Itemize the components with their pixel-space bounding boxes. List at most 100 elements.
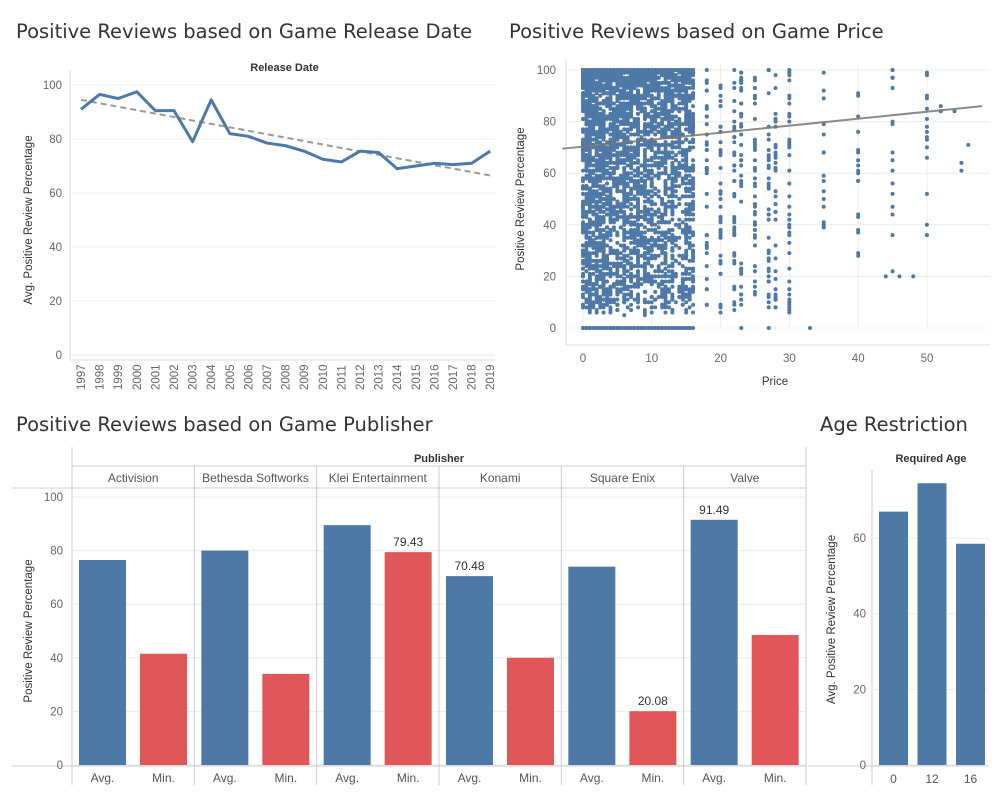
scatter-point[interactable]	[584, 166, 589, 171]
scatter-point[interactable]	[687, 122, 692, 127]
scatter-point[interactable]	[642, 101, 647, 106]
scatter-point[interactable]	[584, 158, 589, 163]
scatter-point[interactable]	[625, 297, 630, 302]
scatter-point[interactable]	[605, 181, 610, 186]
scatter-point[interactable]	[653, 202, 658, 207]
scatter-point[interactable]	[581, 191, 585, 196]
scatter-point[interactable]	[687, 240, 692, 245]
scatter-point[interactable]	[660, 305, 665, 310]
scatter-point[interactable]	[653, 305, 658, 310]
scatter-point[interactable]	[629, 256, 634, 261]
scatter-point[interactable]	[656, 80, 661, 85]
scatter-point[interactable]	[667, 305, 671, 310]
scatter-point[interactable]	[673, 145, 678, 150]
scatter-point[interactable]	[684, 326, 689, 330]
scatter-point[interactable]	[591, 184, 596, 189]
scatter-point[interactable]	[653, 256, 658, 261]
scatter-point[interactable]	[581, 109, 585, 114]
scatter-point[interactable]	[598, 217, 603, 222]
scatter-point[interactable]	[667, 124, 671, 129]
scatter-point[interactable]	[691, 217, 696, 222]
scatter-point[interactable]	[625, 235, 630, 240]
scatter-point[interactable]	[667, 279, 671, 284]
age-bar[interactable]	[917, 483, 947, 765]
scatter-point[interactable]	[622, 127, 627, 132]
scatter-point[interactable]	[584, 93, 589, 98]
scatter-point[interactable]	[632, 222, 637, 227]
scatter-point[interactable]	[601, 109, 606, 114]
scatter-point[interactable]	[680, 140, 685, 145]
scatter-point[interactable]	[646, 207, 651, 212]
scatter-point[interactable]	[673, 189, 678, 194]
scatter-point[interactable]	[680, 158, 685, 163]
scatter-point[interactable]	[667, 194, 671, 199]
scatter-point[interactable]	[625, 246, 630, 251]
scatter-point[interactable]	[673, 194, 678, 199]
scatter-point[interactable]	[632, 160, 637, 165]
scatter-point[interactable]	[656, 238, 661, 243]
scatter-point[interactable]	[611, 204, 616, 209]
scatter-point[interactable]	[680, 106, 685, 111]
scatter-point[interactable]	[656, 142, 661, 147]
scatter-point[interactable]	[667, 289, 671, 294]
scatter-point[interactable]	[632, 186, 637, 191]
scatter-point[interactable]	[618, 279, 623, 284]
scatter-point[interactable]	[587, 96, 592, 101]
scatter-point[interactable]	[680, 166, 685, 171]
scatter-point[interactable]	[591, 158, 596, 163]
scatter-point[interactable]	[673, 222, 678, 227]
scatter-point[interactable]	[646, 300, 651, 305]
scatter-point[interactable]	[656, 215, 661, 220]
scatter-point[interactable]	[653, 173, 658, 178]
age-bar[interactable]	[879, 511, 908, 765]
scatter-point[interactable]	[687, 258, 692, 263]
scatter-point[interactable]	[656, 253, 661, 258]
scatter-point[interactable]	[691, 326, 696, 330]
scatter-point[interactable]	[611, 271, 616, 276]
scatter-point[interactable]	[667, 186, 671, 191]
scatter-point[interactable]	[680, 264, 685, 269]
scatter-point[interactable]	[639, 176, 644, 181]
scatter-point[interactable]	[660, 160, 665, 165]
scatter-point[interactable]	[632, 251, 637, 256]
scatter-point[interactable]	[673, 235, 678, 240]
scatter-point[interactable]	[646, 251, 651, 256]
scatter-point[interactable]	[636, 284, 641, 289]
scatter-point[interactable]	[656, 122, 661, 127]
scatter-point[interactable]	[598, 264, 603, 269]
scatter-point[interactable]	[680, 227, 685, 232]
scatter-point[interactable]	[687, 217, 692, 222]
scatter-point[interactable]	[660, 171, 665, 176]
scatter-point[interactable]	[670, 78, 675, 83]
scatter-point[interactable]	[639, 243, 644, 248]
scatter-point[interactable]	[625, 150, 630, 155]
scatter-point[interactable]	[591, 163, 596, 168]
scatter-point[interactable]	[618, 243, 623, 248]
scatter-point[interactable]	[660, 287, 665, 292]
scatter-point[interactable]	[608, 238, 613, 243]
scatter-point[interactable]	[653, 274, 658, 279]
scatter-point[interactable]	[667, 142, 671, 147]
scatter-point[interactable]	[656, 220, 661, 225]
scatter-point[interactable]	[581, 150, 585, 155]
scatter-point[interactable]	[646, 220, 651, 225]
scatter-point[interactable]	[642, 279, 647, 284]
scatter-point[interactable]	[632, 178, 637, 183]
scatter-point[interactable]	[656, 106, 661, 111]
scatter-point[interactable]	[625, 261, 630, 266]
scatter-point[interactable]	[677, 225, 682, 230]
scatter-point[interactable]	[660, 106, 665, 111]
scatter-point[interactable]	[598, 184, 603, 189]
scatter-point[interactable]	[646, 158, 651, 163]
scatter-point[interactable]	[687, 178, 692, 183]
scatter-point[interactable]	[632, 274, 637, 279]
scatter-point[interactable]	[646, 163, 651, 168]
scatter-point[interactable]	[611, 282, 616, 287]
scatter-point[interactable]	[677, 197, 682, 201]
scatter-point[interactable]	[639, 282, 644, 287]
scatter-point[interactable]	[653, 222, 658, 227]
scatter-point[interactable]	[632, 284, 637, 289]
scatter-point[interactable]	[656, 225, 661, 230]
scatter-point[interactable]	[646, 227, 651, 232]
